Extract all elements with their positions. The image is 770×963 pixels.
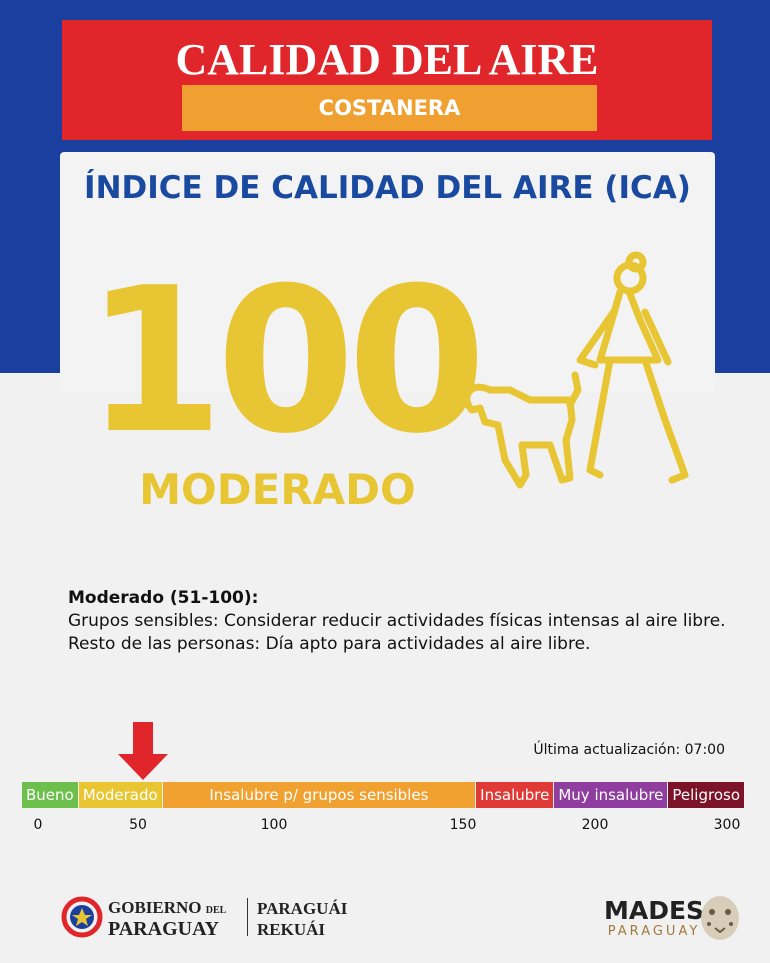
scale-tick: 150 <box>449 817 477 833</box>
scale-segment: Insalubre p/ grupos sensibles <box>162 782 476 808</box>
scale-tick: 50 <box>129 817 147 833</box>
scale-segment: Insalubre <box>476 782 554 808</box>
walker-icon <box>463 251 689 489</box>
agency-country: PARAGUAY <box>607 924 701 939</box>
scale-tick: 200 <box>581 817 609 833</box>
pointer-arrow <box>118 722 168 780</box>
gov-word: DEL <box>205 905 227 916</box>
scale-segment: Moderado <box>78 782 162 808</box>
scale-segment: Muy insalubre <box>554 782 668 808</box>
description-line: Resto de las personas: Día apto para act… <box>68 634 591 654</box>
agency: MADES PARAGUAY <box>604 896 705 940</box>
scale-tick: 0 <box>33 817 43 833</box>
update-time: Última actualización: 07:00 <box>533 742 725 758</box>
scale-segment: Peligroso <box>668 782 744 808</box>
aqi-value: 100 <box>85 245 486 478</box>
gov-name: GOBIERNO DEL PARAGUAY <box>108 898 226 941</box>
scale-bar: Bueno Moderado Insalubre p/ grupos sensibl… <box>22 782 745 808</box>
title: CALIDAD DEL AIRE <box>175 35 599 84</box>
gov-word: PARAGUAY <box>108 918 220 940</box>
divider <box>247 898 248 936</box>
description-heading: Moderado (51-100): <box>68 588 259 608</box>
scale-tick: 300 <box>713 817 741 833</box>
description: Moderado (51-100): Grupos sensibles: Con… <box>68 587 728 656</box>
panel-title: ÍNDICE DE CALIDAD DEL AIRE (ICA) <box>84 170 691 206</box>
scale-tick: 100 <box>260 817 288 833</box>
agency-name: MADES <box>604 896 705 925</box>
scale-segment: Bueno <box>22 782 78 808</box>
description-line: Grupos sensibles: Considerar reducir act… <box>68 611 726 631</box>
aqi-level: MODERADO <box>139 465 416 514</box>
slogan-word: REKUÁI <box>257 920 326 939</box>
location: COSTANERA <box>182 85 597 131</box>
gov-word: GOBIERNO <box>108 898 202 917</box>
slogan-word: PARAGUÁI <box>257 899 348 918</box>
jaguar-icon <box>701 896 739 940</box>
slogan: PARAGUÁI REKUÁI <box>257 898 347 940</box>
gov-emblem <box>61 896 103 938</box>
